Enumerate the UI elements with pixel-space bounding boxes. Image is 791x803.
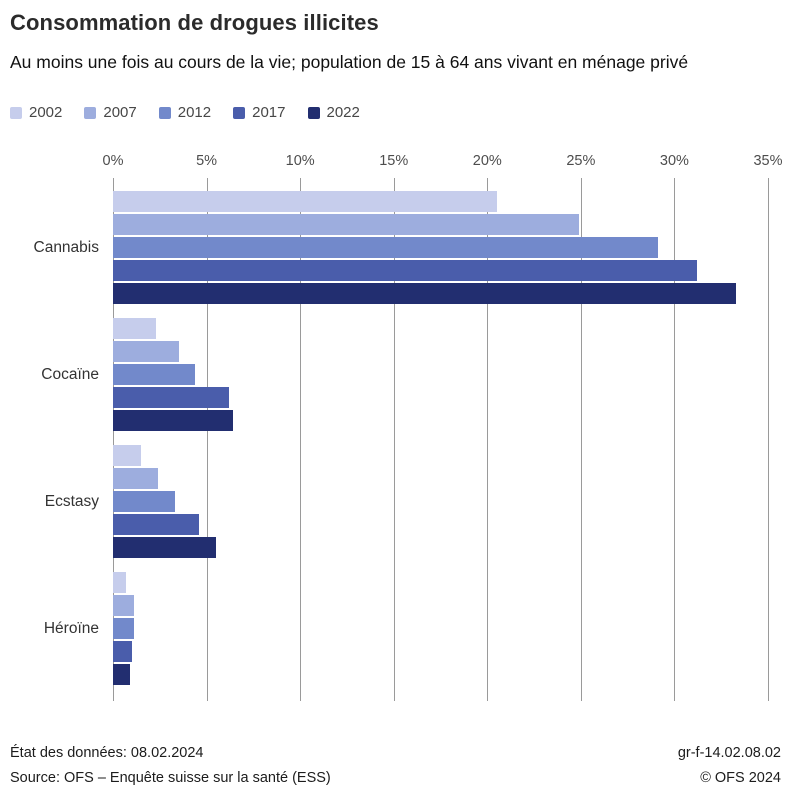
bar-cannabis-2017 bbox=[113, 260, 697, 281]
bar-group-cocaine bbox=[113, 318, 768, 431]
figure-reference: gr-f-14.02.08.02 bbox=[677, 745, 781, 761]
legend-item-2022: 2022 bbox=[307, 104, 360, 121]
legend-swatch-icon bbox=[158, 106, 171, 119]
legend-label: 2007 bbox=[103, 104, 137, 121]
legend-swatch-icon bbox=[233, 106, 246, 119]
copyright: © OFS 2024 bbox=[700, 770, 781, 786]
bar-cannabis-2002 bbox=[113, 191, 497, 212]
plot-row: Cannabis Cocaïne Ecstasy Héroïne bbox=[10, 178, 769, 701]
x-axis-tick: 15% bbox=[379, 153, 409, 169]
bar-ecstasy-2012 bbox=[113, 491, 175, 512]
gridline bbox=[113, 178, 114, 701]
gridline bbox=[768, 178, 769, 701]
gridline bbox=[206, 178, 208, 701]
bar-group-cannabis bbox=[113, 191, 768, 304]
bar-heroine-2012 bbox=[113, 618, 134, 639]
legend-item-2012: 2012 bbox=[158, 104, 212, 121]
x-axis-tick: 20% bbox=[472, 153, 502, 169]
legend-swatch-icon bbox=[84, 106, 97, 119]
category-label-heroine: Héroïne bbox=[43, 619, 99, 637]
bar-group-ecstasy bbox=[113, 445, 768, 558]
bar-heroine-2017 bbox=[113, 641, 132, 662]
legend-item-2007: 2007 bbox=[84, 104, 137, 121]
legend: 2002 2007 2012 2017 2022 bbox=[10, 104, 781, 121]
x-axis-tick: 5% bbox=[196, 153, 218, 169]
bar-cocaine-2007 bbox=[113, 341, 179, 362]
page-subtitle: Au moins une fois au cours de la vie; po… bbox=[10, 52, 689, 72]
x-axis: 0% 5% 10% 15% 20% 25% 30% 35% bbox=[103, 153, 783, 172]
gridline bbox=[580, 178, 582, 701]
bar-cannabis-2022 bbox=[113, 283, 737, 304]
footer: État des données: 08.02.2024 Source: OFS… bbox=[10, 741, 781, 791]
gridline bbox=[393, 178, 395, 701]
category-label-cocaine: Cocaïne bbox=[41, 365, 99, 383]
legend-item-2002: 2002 bbox=[10, 104, 62, 121]
bar-cocaine-2022 bbox=[113, 410, 233, 431]
bar-cocaine-2017 bbox=[113, 387, 230, 408]
bar-cannabis-2012 bbox=[113, 237, 658, 258]
footer-left: État des données: 08.02.2024 Source: OFS… bbox=[10, 741, 331, 791]
gridline bbox=[300, 178, 302, 701]
bar-cocaine-2002 bbox=[113, 318, 157, 339]
bar-heroine-2022 bbox=[113, 664, 130, 685]
gridline bbox=[674, 178, 676, 701]
x-axis-tick: 10% bbox=[285, 153, 315, 169]
bar-cocaine-2012 bbox=[113, 364, 196, 385]
data-source: Source: OFS – Enquête suisse sur la sant… bbox=[10, 770, 331, 786]
legend-label: 2012 bbox=[177, 104, 212, 121]
footer-right: gr-f-14.02.08.02 © OFS 2024 bbox=[678, 741, 781, 791]
legend-label: 2017 bbox=[252, 104, 286, 121]
data-status: État des données: 08.02.2024 bbox=[10, 745, 204, 761]
bar-heroine-2007 bbox=[113, 595, 134, 616]
category-label-cannabis: Cannabis bbox=[33, 238, 100, 256]
category-labels: Cannabis Cocaïne Ecstasy Héroïne bbox=[10, 178, 113, 701]
legend-swatch-icon bbox=[10, 106, 22, 119]
category-label-ecstasy: Ecstasy bbox=[44, 492, 99, 510]
bar-ecstasy-2007 bbox=[113, 468, 158, 489]
x-axis-tick: 30% bbox=[659, 153, 689, 169]
legend-swatch-icon bbox=[307, 106, 320, 119]
plot-area bbox=[113, 178, 769, 701]
bar-heroine-2002 bbox=[113, 572, 127, 593]
bar-groups bbox=[113, 191, 768, 685]
chart-header: Consommation de drogues illicites Au moi… bbox=[10, 10, 781, 76]
chart: 0% 5% 10% 15% 20% 25% 30% 35% Cannabis Cocaïne Ec… bbox=[10, 153, 783, 701]
bar-group-heroine bbox=[113, 572, 768, 685]
legend-item-2017: 2017 bbox=[233, 104, 286, 121]
bar-ecstasy-2017 bbox=[113, 514, 200, 535]
page-title: Consommation de drogues illicites bbox=[10, 10, 379, 35]
bar-ecstasy-2022 bbox=[113, 537, 216, 558]
x-axis-tick: 25% bbox=[566, 153, 596, 169]
x-axis-tick: 0% bbox=[102, 153, 124, 169]
gridlines bbox=[113, 178, 769, 701]
x-axis-tick: 35% bbox=[753, 153, 783, 169]
bar-ecstasy-2002 bbox=[113, 445, 142, 466]
bar-cannabis-2007 bbox=[113, 214, 579, 235]
gridline bbox=[487, 178, 489, 701]
legend-label: 2022 bbox=[326, 104, 360, 121]
legend-label: 2002 bbox=[29, 104, 63, 121]
